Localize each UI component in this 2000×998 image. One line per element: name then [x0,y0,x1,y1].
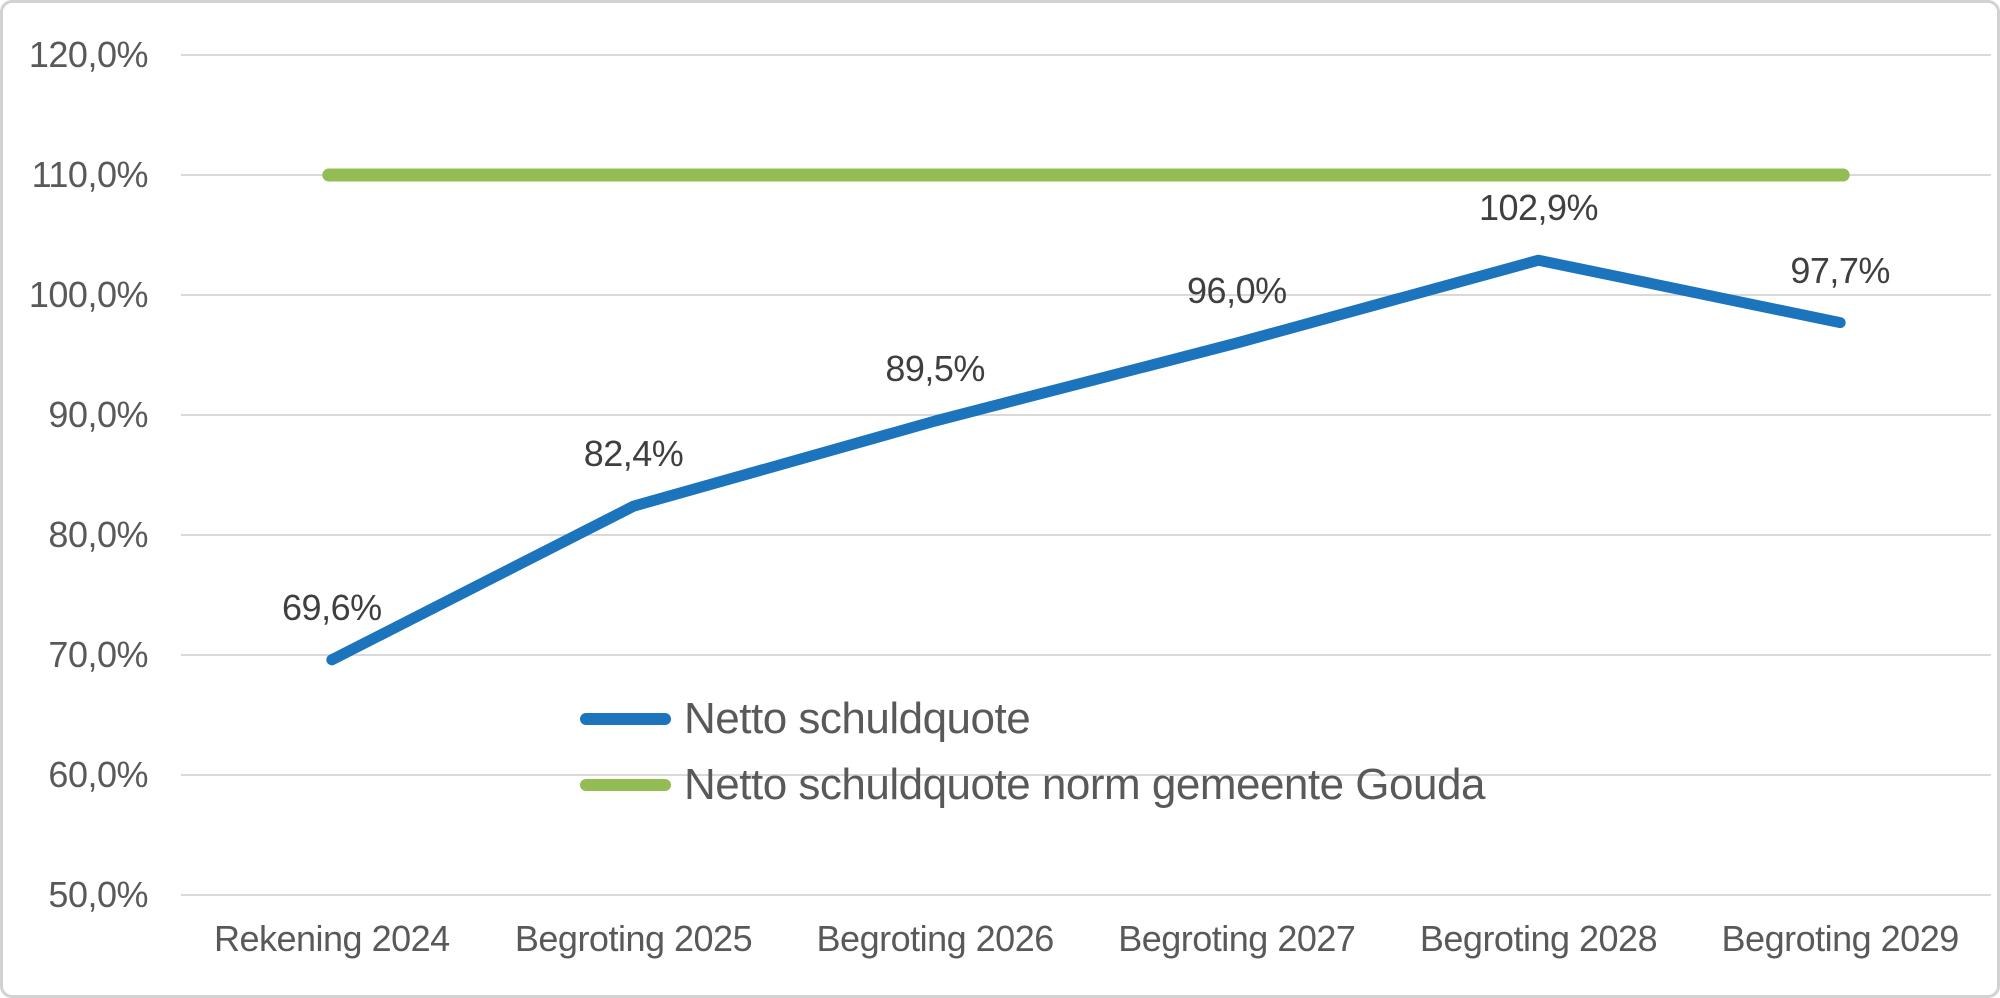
x-category-label: Rekening 2024 [213,918,450,959]
legend-line-sample-icon [580,779,671,791]
x-category-label: Begroting 2026 [816,918,1055,959]
legend-item-norm-gemeente-gouda: Netto schuldquote norm gemeente Gouda [580,758,1485,812]
x-category-label: Begroting 2027 [1118,918,1356,959]
y-tick-label: 60,0% [48,754,148,795]
legend: Netto schuldquote Netto schuldquote norm… [580,692,1485,812]
data-point-label: 69,6% [282,586,382,628]
data-point-label: 97,7% [1790,249,1890,291]
legend-line-sample-icon [580,713,671,725]
y-tick-label: 80,0% [48,514,148,555]
y-tick-label: 120,0% [28,34,149,75]
data-point-label: 102,9% [1478,187,1599,229]
data-point-label: 82,4% [583,433,684,475]
legend-label: Netto schuldquote [684,694,1031,743]
x-category-label: Begroting 2029 [1721,918,1960,959]
data-point-label: 96,0% [1187,270,1287,311]
legend-item-netto-schuldquote: Netto schuldquote [580,692,1485,746]
x-category-label: Begroting 2028 [1419,918,1658,959]
y-tick-label: 110,0% [31,154,149,195]
legend-label: Netto schuldquote norm gemeente Gouda [684,760,1485,809]
data-point-label: 89,5% [885,348,985,389]
y-tick-label: 70,0% [48,634,148,675]
plot-canvas [181,54,1991,896]
y-tick-label: 50,0% [48,874,148,915]
y-tick-label: 100,0% [28,274,149,315]
x-category-label: Begroting 2025 [514,918,753,959]
y-tick-label: 90,0% [48,394,148,435]
